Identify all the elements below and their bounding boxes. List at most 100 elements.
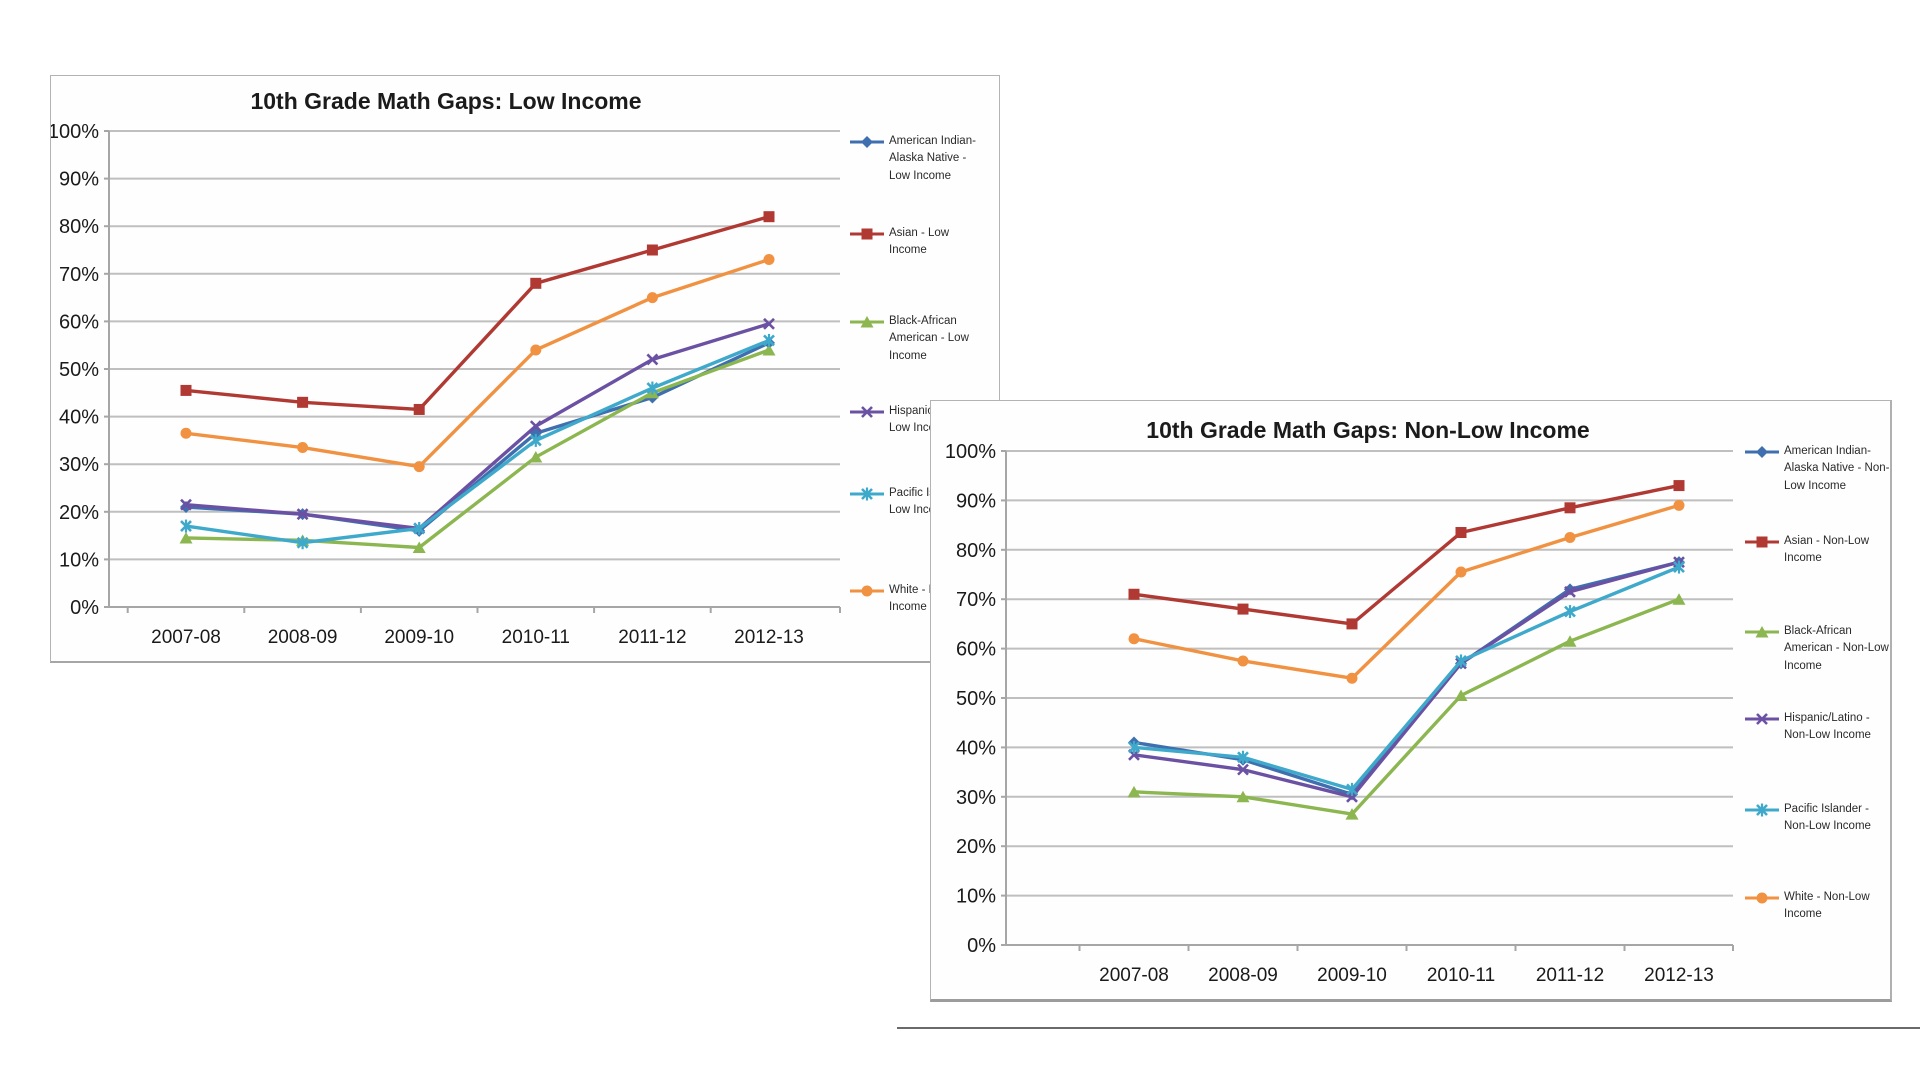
legend-non-low-income: American Indian- Alaska Native - Non- Low …: [1744, 401, 1890, 999]
series-marker: [763, 317, 775, 330]
series-marker: [530, 277, 542, 289]
series-line-american-indian-alaska-native-non-low-income: [1132, 560, 1681, 797]
series-marker: [762, 343, 776, 356]
series-marker: [1756, 536, 1768, 548]
legend-label: Pacific Islander - Non-Low Income: [1784, 803, 1871, 833]
x-tick-label: 2007-08: [1099, 965, 1169, 986]
y-tick-label: 70%: [956, 589, 996, 611]
series-line-pacific-islander-low-income: [184, 338, 771, 545]
legend-label: Black-African American - Non-Low Income: [1784, 625, 1889, 672]
y-tick-label: 70%: [59, 264, 99, 286]
legend-label: American Indian- Alaska Native - Non- Low …: [1784, 445, 1890, 492]
series-marker: [1673, 499, 1685, 511]
series-marker: [646, 292, 658, 304]
y-tick-label: 30%: [59, 454, 99, 476]
y-tick-label: 10%: [956, 886, 996, 908]
series-marker: [1346, 618, 1358, 630]
y-tick-label: 100%: [51, 121, 99, 143]
legend-series-marker-icon: [1745, 713, 1779, 725]
series-marker: [1237, 655, 1249, 667]
y-tick-label: 50%: [956, 688, 996, 710]
legend-series-marker-icon: [850, 228, 884, 240]
legend-item-asian-non-low-income: Asian - Non-Low Income: [1744, 533, 1869, 568]
y-tick-label: 50%: [59, 359, 99, 381]
series-marker: [530, 344, 542, 356]
series-marker: [297, 396, 309, 408]
series-marker: [1128, 588, 1140, 600]
x-tick-label: 2007-08: [151, 627, 221, 648]
series-marker: [1346, 782, 1358, 796]
legend-item-pacific-islander-non-low-income: Pacific Islander - Non-Low Income: [1744, 801, 1871, 836]
legend-item-black-african-american-low-income: Black-African American - Low Income: [849, 313, 969, 365]
legend-series-marker-icon: [850, 136, 884, 148]
series-marker: [297, 442, 309, 454]
plot-area-low-income: 0% 10% 20% 30% 40% 50% 60% 70% 80% 90% 100% 2007-08…: [51, 121, 841, 648]
series-marker: [296, 536, 309, 550]
series-line-asian-low-income: [184, 214, 771, 412]
series-marker: [1673, 480, 1685, 492]
series-marker: [1455, 527, 1467, 539]
legend-label: American Indian- Alaska Native - Low Incom…: [889, 135, 976, 182]
legend-item-american-indian-alaska-native-low-income: American Indian- Alaska Native - Low Incom…: [849, 133, 976, 185]
legend-item-black-african-american-non-low-income: Black-African American - Non-Low Income: [1744, 623, 1889, 675]
series-marker: [1346, 672, 1358, 684]
series-marker: [1564, 531, 1576, 543]
series-marker: [1564, 585, 1576, 598]
series-line-pacific-islander-non-low-income: [1132, 565, 1681, 792]
y-tick-label: 40%: [59, 407, 99, 429]
series-marker: [1454, 689, 1468, 702]
y-tick-label: 100%: [945, 441, 996, 463]
series-marker: [180, 384, 192, 396]
legend-series-marker-icon: [1745, 446, 1779, 458]
chart-title-non-low-income: 10th Grade Math Gaps: Non-Low Income: [1146, 417, 1590, 443]
series-marker: [1756, 713, 1768, 725]
y-tick-label: 0%: [70, 597, 99, 619]
series-marker: [179, 531, 193, 544]
series-marker: [1345, 808, 1359, 820]
series-marker: [1236, 790, 1250, 803]
series-marker: [413, 403, 425, 415]
y-tick-label: 80%: [59, 216, 99, 238]
plot-area-non-low-income: 0% 10% 20% 30% 40% 50% 60% 70% 80% 90% 100% 2007-08…: [945, 441, 1734, 986]
legend-series-marker-icon: [1745, 626, 1779, 638]
series-marker: [1237, 603, 1249, 615]
series-line-hispanic-latino-non-low-income: [1132, 560, 1681, 799]
x-tick-label: 2010-11: [1427, 965, 1495, 986]
series-marker: [1564, 502, 1576, 514]
series-marker: [1756, 446, 1768, 458]
series-marker: [861, 406, 873, 418]
series-marker: [646, 244, 658, 256]
y-tick-label: 10%: [59, 549, 99, 571]
legend-series-marker-icon: [1745, 536, 1779, 548]
series-marker: [1755, 626, 1769, 638]
chart-non-low-income: 10th Grade Math Gaps: Non-Low Income 0% 1…: [930, 400, 1892, 1002]
series-marker: [1128, 740, 1140, 754]
series-marker: [861, 136, 873, 148]
series-marker: [763, 211, 775, 223]
series-line-black-african-american-low-income: [184, 348, 771, 550]
series-marker: [296, 508, 309, 521]
series-marker: [529, 420, 542, 433]
legend-series-marker-icon: [850, 406, 884, 418]
y-tick-label: 90%: [59, 169, 99, 191]
series-marker: [180, 519, 192, 533]
series-marker: [763, 333, 775, 347]
legend-label: White - Non-Low Income: [1784, 891, 1870, 921]
legend-series-marker-icon: [850, 487, 884, 501]
legend-item-asian-low-income: Asian - Low Income: [849, 225, 949, 260]
series-marker: [646, 381, 659, 395]
series-marker: [861, 228, 873, 240]
series-marker: [180, 498, 192, 511]
series-marker: [1455, 566, 1467, 578]
x-tick-label: 2012-13: [734, 627, 804, 648]
y-tick-label: 0%: [967, 935, 996, 957]
y-tick-label: 30%: [956, 787, 996, 809]
legend-series-marker-icon: [1745, 892, 1779, 904]
series-line-asian-non-low-income: [1132, 483, 1681, 626]
series-marker: [180, 427, 192, 439]
series-marker: [1127, 785, 1141, 798]
legend-series-marker-icon: [1745, 803, 1779, 817]
series-marker: [861, 585, 873, 597]
series-marker: [861, 487, 873, 501]
